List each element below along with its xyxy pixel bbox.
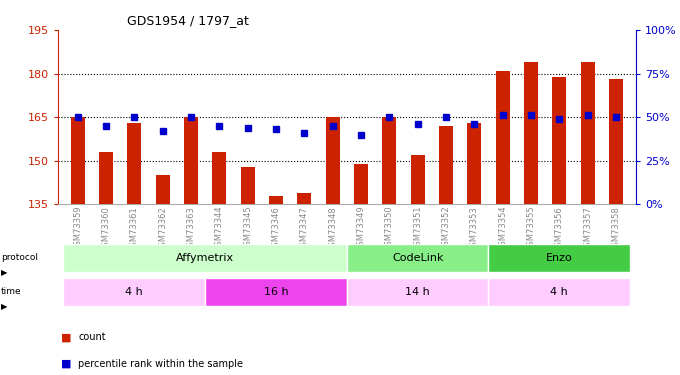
- Bar: [63, 244, 347, 272]
- Bar: [488, 278, 630, 306]
- Bar: [184, 117, 198, 204]
- Text: ▶: ▶: [1, 268, 7, 278]
- Bar: [241, 166, 255, 204]
- Bar: [439, 126, 453, 204]
- Text: GDS1954 / 1797_at: GDS1954 / 1797_at: [127, 15, 249, 27]
- Bar: [467, 123, 481, 204]
- Bar: [552, 76, 566, 204]
- Text: Affymetrix: Affymetrix: [176, 253, 234, 263]
- Bar: [581, 62, 595, 204]
- Text: count: count: [78, 333, 106, 342]
- Text: ■: ■: [61, 333, 71, 342]
- Bar: [212, 152, 226, 204]
- Bar: [609, 80, 623, 204]
- Bar: [71, 117, 85, 204]
- Text: 4 h: 4 h: [125, 286, 143, 297]
- Text: Enzo: Enzo: [546, 253, 573, 263]
- Bar: [382, 117, 396, 204]
- Bar: [326, 117, 340, 204]
- Bar: [347, 278, 488, 306]
- Bar: [127, 123, 141, 204]
- Bar: [156, 176, 170, 204]
- Bar: [496, 70, 510, 204]
- Text: CodeLink: CodeLink: [392, 253, 443, 263]
- Bar: [297, 193, 311, 204]
- Text: ▶: ▶: [1, 302, 7, 311]
- Text: percentile rank within the sample: percentile rank within the sample: [78, 359, 243, 369]
- Bar: [524, 62, 538, 204]
- Text: ■: ■: [61, 359, 71, 369]
- Bar: [354, 164, 368, 204]
- Bar: [269, 196, 283, 204]
- Bar: [411, 155, 425, 204]
- Bar: [99, 152, 113, 204]
- Text: 16 h: 16 h: [264, 286, 288, 297]
- Text: time: time: [1, 287, 21, 296]
- Bar: [347, 244, 488, 272]
- Bar: [488, 244, 630, 272]
- Bar: [205, 278, 347, 306]
- Text: protocol: protocol: [1, 254, 37, 262]
- Text: 14 h: 14 h: [405, 286, 430, 297]
- Bar: [63, 278, 205, 306]
- Text: 4 h: 4 h: [550, 286, 568, 297]
